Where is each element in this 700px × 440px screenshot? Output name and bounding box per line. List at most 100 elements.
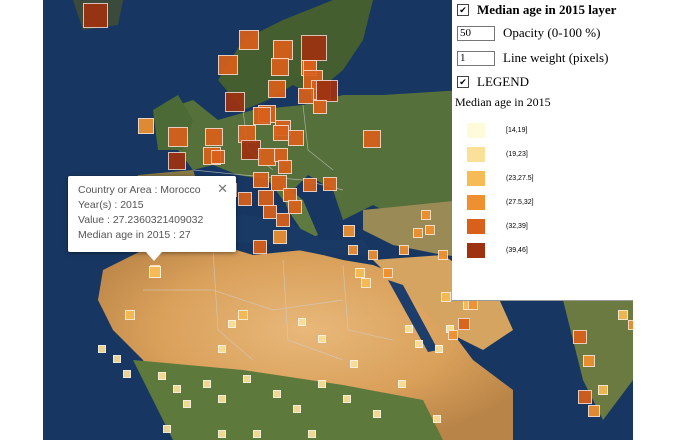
country-marker[interactable] bbox=[343, 225, 355, 237]
country-marker[interactable] bbox=[348, 245, 358, 255]
country-marker[interactable] bbox=[238, 310, 248, 320]
country-marker[interactable] bbox=[573, 330, 587, 344]
country-marker[interactable] bbox=[628, 320, 633, 330]
country-marker[interactable] bbox=[273, 40, 293, 60]
country-marker[interactable] bbox=[368, 250, 378, 260]
country-marker[interactable] bbox=[271, 175, 287, 191]
country-marker[interactable] bbox=[183, 400, 191, 408]
country-marker[interactable] bbox=[288, 130, 304, 146]
country-marker[interactable] bbox=[271, 58, 289, 76]
country-marker[interactable] bbox=[308, 430, 316, 438]
opacity-label: Opacity (0-100 %) bbox=[503, 25, 601, 40]
layer-control-panel: ✔ Median age in 2015 layer Opacity (0-10… bbox=[452, 0, 633, 301]
country-marker[interactable] bbox=[98, 345, 106, 353]
country-marker[interactable] bbox=[273, 230, 287, 244]
opacity-input[interactable] bbox=[457, 25, 495, 41]
country-marker[interactable] bbox=[203, 380, 211, 388]
country-marker[interactable] bbox=[598, 385, 608, 395]
country-marker[interactable] bbox=[421, 210, 431, 220]
country-marker[interactable] bbox=[448, 330, 458, 340]
legend-swatch bbox=[467, 171, 485, 186]
country-marker[interactable] bbox=[211, 150, 225, 164]
country-marker[interactable] bbox=[253, 172, 269, 188]
country-marker[interactable] bbox=[355, 268, 365, 278]
legend-swatch bbox=[467, 147, 485, 162]
country-marker[interactable] bbox=[318, 380, 326, 388]
country-marker[interactable] bbox=[253, 107, 271, 125]
country-marker[interactable] bbox=[413, 228, 423, 238]
country-marker[interactable] bbox=[113, 355, 121, 363]
country-marker[interactable] bbox=[168, 152, 186, 170]
country-marker[interactable] bbox=[316, 80, 338, 102]
layer-toggle-row[interactable]: ✔ Median age in 2015 layer bbox=[457, 2, 616, 18]
country-marker[interactable] bbox=[125, 310, 135, 320]
country-marker[interactable] bbox=[425, 225, 435, 235]
country-marker[interactable] bbox=[313, 100, 327, 114]
country-marker[interactable] bbox=[350, 360, 358, 368]
country-marker[interactable] bbox=[123, 370, 131, 378]
country-marker[interactable] bbox=[415, 340, 423, 348]
country-marker[interactable] bbox=[218, 345, 226, 353]
country-marker[interactable] bbox=[373, 410, 381, 418]
country-marker[interactable] bbox=[268, 80, 286, 98]
country-marker[interactable] bbox=[405, 325, 413, 333]
country-marker[interactable] bbox=[253, 240, 267, 254]
layer-checkbox[interactable]: ✔ bbox=[457, 4, 469, 16]
country-marker[interactable] bbox=[441, 292, 451, 302]
country-marker[interactable] bbox=[273, 125, 289, 141]
legend-checkbox[interactable]: ✔ bbox=[457, 76, 469, 88]
popup-line-year: Year(s) : 2015 bbox=[78, 199, 144, 211]
country-marker[interactable] bbox=[399, 245, 409, 255]
country-marker[interactable] bbox=[263, 205, 277, 219]
line-weight-input[interactable] bbox=[457, 50, 495, 66]
country-marker[interactable] bbox=[588, 405, 600, 417]
legend-label: (19,23] bbox=[506, 151, 528, 158]
country-marker[interactable] bbox=[398, 380, 406, 388]
country-marker[interactable] bbox=[253, 430, 261, 438]
country-marker[interactable] bbox=[435, 345, 443, 353]
country-marker[interactable] bbox=[163, 425, 171, 433]
country-marker[interactable] bbox=[218, 55, 238, 75]
country-marker[interactable] bbox=[583, 355, 595, 367]
country-marker[interactable] bbox=[301, 35, 327, 61]
country-marker[interactable] bbox=[218, 430, 226, 438]
country-marker[interactable] bbox=[168, 127, 188, 147]
country-marker[interactable] bbox=[458, 318, 470, 330]
country-marker[interactable] bbox=[303, 178, 317, 192]
country-marker[interactable] bbox=[433, 415, 441, 423]
country-marker[interactable] bbox=[228, 320, 236, 328]
country-marker[interactable] bbox=[383, 268, 393, 278]
country-marker[interactable] bbox=[138, 118, 154, 134]
country-marker[interactable] bbox=[618, 310, 628, 320]
country-marker[interactable] bbox=[298, 318, 306, 326]
legend-title: Median age in 2015 bbox=[455, 95, 551, 109]
legend-toggle-row[interactable]: ✔ LEGEND bbox=[457, 74, 529, 90]
country-marker[interactable] bbox=[298, 88, 314, 104]
country-marker[interactable] bbox=[258, 190, 274, 206]
country-marker[interactable] bbox=[323, 177, 337, 191]
country-marker[interactable] bbox=[225, 92, 245, 112]
country-marker[interactable] bbox=[158, 372, 166, 380]
popup-pointer bbox=[146, 252, 162, 261]
country-marker[interactable] bbox=[361, 278, 371, 288]
country-marker[interactable] bbox=[83, 3, 108, 28]
country-marker[interactable] bbox=[578, 390, 592, 404]
country-marker[interactable] bbox=[238, 192, 252, 206]
country-marker[interactable] bbox=[218, 395, 226, 403]
selected-country-marker[interactable] bbox=[149, 266, 161, 278]
country-marker[interactable] bbox=[273, 390, 281, 398]
country-marker[interactable] bbox=[205, 128, 223, 146]
country-marker[interactable] bbox=[173, 385, 181, 393]
country-marker[interactable] bbox=[293, 405, 301, 413]
country-marker[interactable] bbox=[239, 30, 259, 50]
close-icon[interactable]: ✕ bbox=[217, 181, 228, 196]
country-marker[interactable] bbox=[363, 130, 381, 148]
country-marker[interactable] bbox=[318, 335, 326, 343]
country-marker[interactable] bbox=[243, 375, 251, 383]
country-marker[interactable] bbox=[278, 160, 292, 174]
country-marker[interactable] bbox=[288, 200, 302, 214]
country-marker[interactable] bbox=[468, 300, 478, 310]
country-marker[interactable] bbox=[276, 213, 290, 227]
country-marker[interactable] bbox=[438, 250, 448, 260]
country-marker[interactable] bbox=[343, 395, 351, 403]
